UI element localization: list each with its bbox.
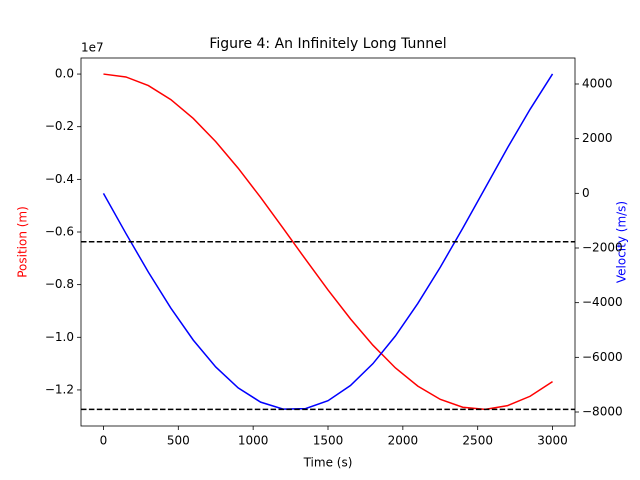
y2-tick-label: −6000 [582,350,623,364]
y-tick-label: −0.2 [45,119,74,133]
chart-title: Figure 4: An Infinitely Long Tunnel [209,36,446,52]
y2-tick-label: −2000 [582,240,623,254]
y-tick-label: −0.4 [45,172,74,186]
y-tick-label: 0.0 [55,67,74,81]
x-tick-label: 500 [167,434,190,448]
y-offset-label: 1e7 [81,41,104,55]
y-tick-label: −1.0 [45,330,74,344]
y2-tick-label: 2000 [582,131,613,145]
plot-frame [80,57,576,427]
x-axis-label: Time (s) [303,456,353,470]
x-tick-label: 1500 [313,434,344,448]
y2-tick-label: 4000 [582,76,613,90]
x-tick-label: 0 [100,434,108,448]
x-tick-label: 3000 [537,434,568,448]
y2-tick-label: −4000 [582,295,623,309]
y-tick-label: −0.8 [45,277,74,291]
data-line [102,73,554,410]
x-tick-label: 2000 [388,434,419,448]
y2-axis-label: Velocity (m/s) [615,201,629,283]
y2-tick-label: 0 [582,186,590,200]
y-tick-label: −1.2 [45,382,74,396]
x-tick-label: 1000 [238,434,269,448]
y2-tick-label: −8000 [582,405,623,419]
x-tick-label: 2500 [462,434,493,448]
y-tick-label: −0.6 [45,224,74,238]
y-axis-label: Position (m) [16,206,30,278]
